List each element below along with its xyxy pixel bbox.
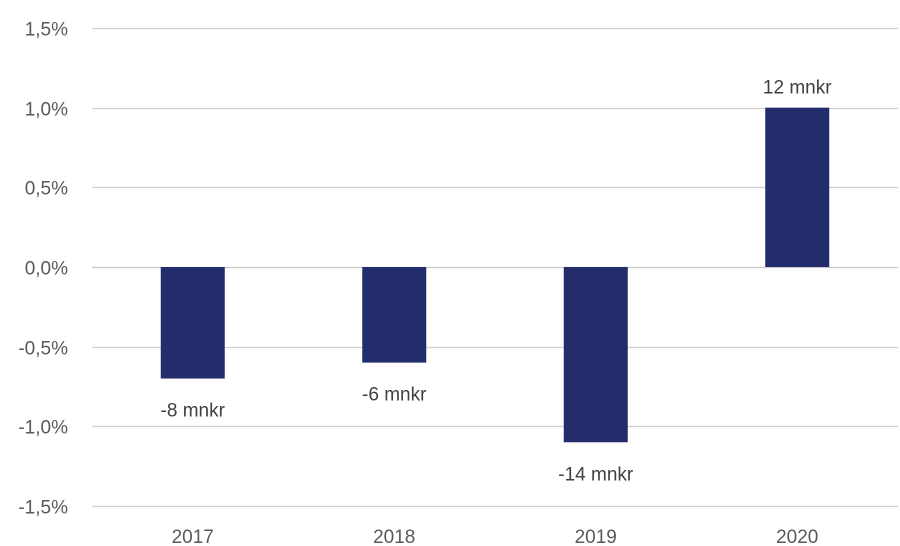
data-labels: -8 mnkr -6 mnkr -14 mnkr 12 mnkr	[161, 78, 833, 486]
bars	[160, 107, 830, 443]
data-label-2020: 12 mnkr	[763, 78, 832, 99]
y-tick-label: 0,0%	[25, 259, 68, 280]
x-tick-label: 2017	[172, 527, 214, 546]
y-tick-label: 0,5%	[25, 179, 68, 200]
x-tick-label: 2020	[776, 527, 818, 546]
x-axis-tick-labels: 2017 2018 2019 2020	[172, 527, 819, 546]
y-tick-label: 1,0%	[25, 100, 68, 121]
data-label-2018: -6 mnkr	[362, 385, 427, 406]
bar-2018	[362, 267, 427, 363]
y-axis-tick-labels: 1,5% 1,0% 0,5% 0,0% -0,5% -1,0% -1,5%	[18, 20, 68, 519]
gridlines	[92, 27, 898, 508]
bar-2017	[160, 267, 225, 379]
data-label-2019: -14 mnkr	[558, 464, 634, 485]
bar-2020	[765, 107, 830, 268]
bar-2019	[563, 267, 628, 443]
x-tick-label: 2019	[575, 527, 617, 546]
data-label-2017: -8 mnkr	[161, 401, 226, 422]
x-tick-label: 2018	[373, 527, 415, 546]
y-tick-label: -1,0%	[18, 418, 68, 439]
y-tick-label: -1,5%	[18, 498, 68, 519]
y-tick-label: -0,5%	[18, 339, 68, 360]
y-tick-label: 1,5%	[25, 20, 68, 41]
